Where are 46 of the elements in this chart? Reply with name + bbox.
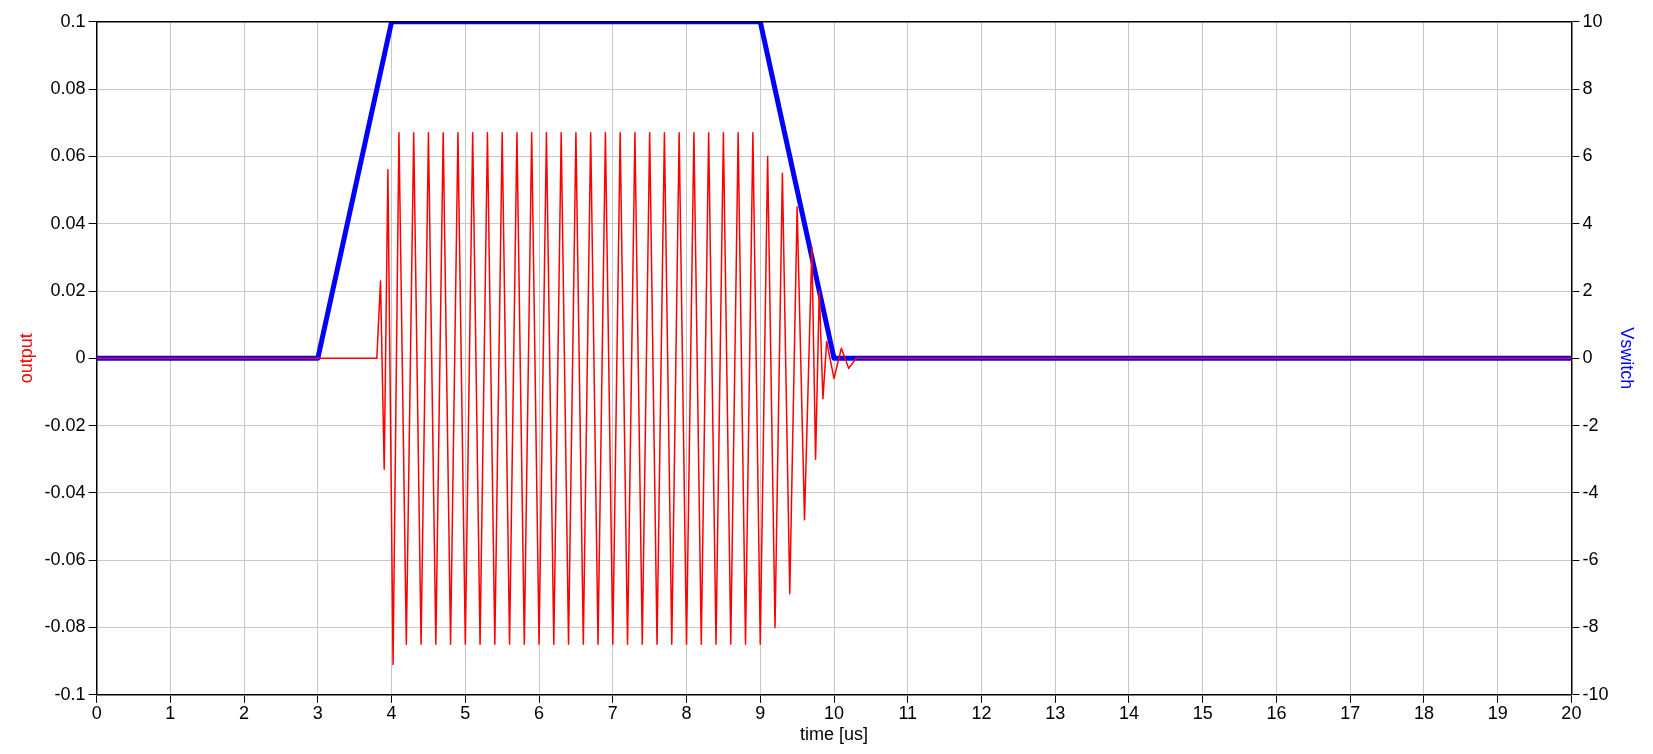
y-tick-label: -0.04 xyxy=(44,481,86,502)
x-tick-label: 9 xyxy=(755,702,766,723)
y-tick-label: 0 xyxy=(75,347,86,368)
x-tick-label: 18 xyxy=(1413,702,1434,723)
x-axis-title: time [us] xyxy=(799,724,869,745)
y-tick-label: 0.08 xyxy=(50,78,86,99)
y2-tick-label: -2 xyxy=(1582,414,1599,435)
x-tick-label: 0 xyxy=(91,702,102,723)
x-tick-label: 14 xyxy=(1118,702,1139,723)
x-tick-label: 1 xyxy=(165,702,176,723)
y-tick-label: -0.1 xyxy=(54,683,86,704)
x-tick-label: 7 xyxy=(607,702,618,723)
x-tick-label: 3 xyxy=(312,702,323,723)
y-axis-title: output xyxy=(15,333,36,384)
x-tick-label: 20 xyxy=(1561,702,1582,723)
y-tick-label: 0.04 xyxy=(50,212,86,233)
y2-tick-label: 6 xyxy=(1582,145,1593,166)
y-tick-label: -0.06 xyxy=(44,549,86,570)
y2-tick-label: 0 xyxy=(1582,347,1593,368)
y-tick-label: 0.06 xyxy=(50,145,86,166)
y2-tick-label: -4 xyxy=(1582,481,1599,502)
y2-axis-title: Vswitch xyxy=(1617,327,1638,390)
y-tick-label: -0.02 xyxy=(44,414,86,435)
x-tick-label: 5 xyxy=(460,702,471,723)
x-tick-label: 19 xyxy=(1487,702,1508,723)
x-tick-label: 17 xyxy=(1340,702,1361,723)
y-tick-label: 0.02 xyxy=(50,279,86,300)
x-tick-label: 8 xyxy=(681,702,692,723)
y2-tick-label: 10 xyxy=(1582,10,1603,31)
y-tick-label: 0.1 xyxy=(60,10,86,31)
x-tick-label: 12 xyxy=(971,702,992,723)
x-tick-label: 15 xyxy=(1192,702,1213,723)
x-tick-label: 13 xyxy=(1045,702,1066,723)
x-tick-label: 16 xyxy=(1266,702,1287,723)
x-tick-label: 10 xyxy=(823,702,845,723)
x-tick-label: 6 xyxy=(534,702,545,723)
y2-tick-label: 2 xyxy=(1582,279,1593,300)
x-tick-label: 11 xyxy=(898,702,918,723)
x-tick-label: 2 xyxy=(239,702,250,723)
y-tick-label: -0.08 xyxy=(44,616,86,637)
y2-tick-label: -10 xyxy=(1582,683,1609,704)
y2-tick-label: 4 xyxy=(1582,212,1593,233)
x-tick-label: 4 xyxy=(386,702,397,723)
y2-tick-label: -8 xyxy=(1582,616,1599,637)
y2-tick-label: 8 xyxy=(1582,78,1593,99)
y2-tick-label: -6 xyxy=(1582,549,1599,570)
